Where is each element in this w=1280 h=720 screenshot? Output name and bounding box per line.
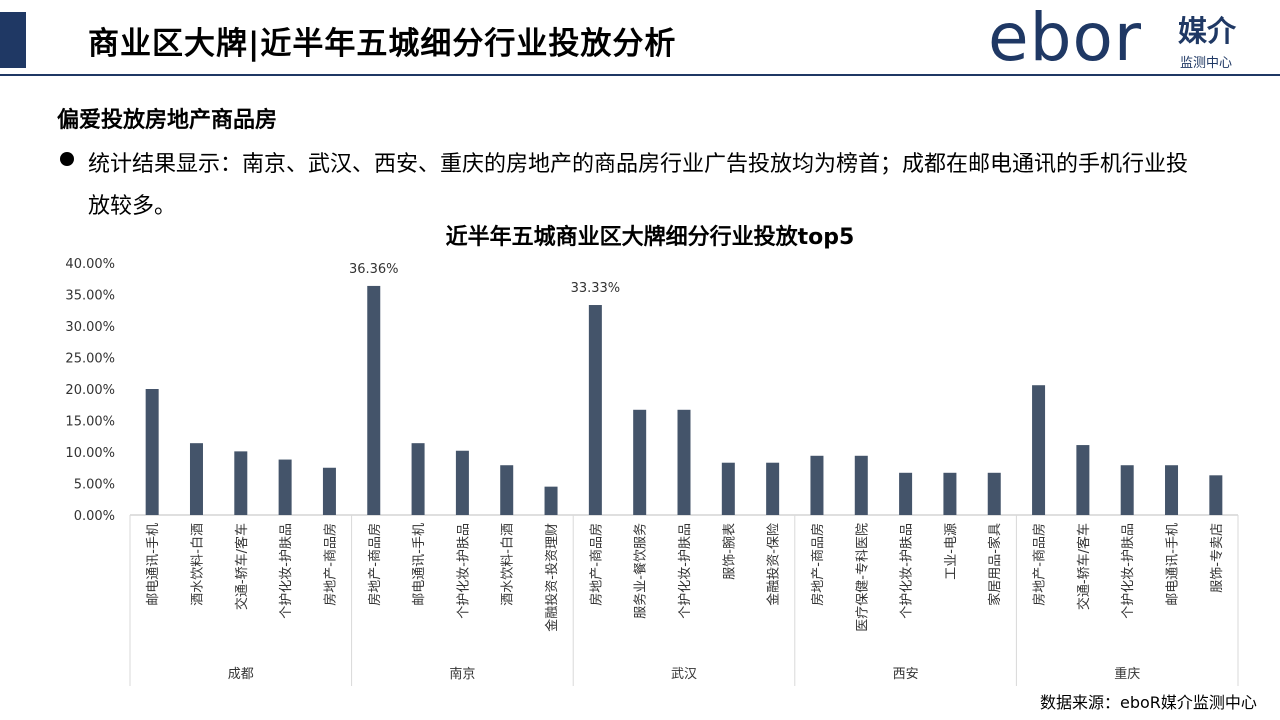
- bar: [278, 459, 292, 515]
- category-label: 金融投资-保险: [766, 523, 782, 606]
- bar: [943, 472, 957, 515]
- bar: [810, 455, 824, 515]
- category-label: 邮电通讯-手机: [412, 523, 427, 606]
- bar: [1165, 465, 1179, 515]
- bar: [544, 486, 558, 515]
- ebor-logo: ebor 媒介 监测中心: [988, 0, 1258, 76]
- bar: [500, 465, 514, 515]
- y-tick-label: 20.00%: [65, 383, 115, 398]
- y-tick-label: 30.00%: [65, 320, 115, 335]
- y-tick-label: 35.00%: [65, 289, 115, 304]
- category-label: 酒水饮料-白酒: [500, 523, 516, 606]
- bar: [899, 472, 913, 515]
- section-title: 偏爱投放房地产商品房: [57, 108, 278, 133]
- category-label: 金融投资-投资理财: [544, 523, 560, 632]
- y-tick-label: 0.00%: [74, 509, 115, 524]
- bar: [234, 451, 248, 515]
- category-label: 工业-电源: [944, 523, 959, 580]
- category-label: 家居用品-家具: [987, 523, 1003, 606]
- category-label: 交通-轿车/客车: [234, 523, 250, 610]
- bullet-icon: [60, 152, 74, 166]
- category-label: 房地产-商品房: [367, 523, 383, 606]
- group-label: 成都: [228, 667, 254, 682]
- header-divider: [0, 74, 1280, 76]
- bar: [588, 305, 602, 515]
- category-label: 个护化妆-护肤品: [456, 523, 471, 619]
- bar: [455, 450, 469, 515]
- category-label: 邮电通讯-手机: [146, 523, 161, 606]
- y-tick-label: 15.00%: [65, 415, 115, 430]
- group-label: 南京: [449, 666, 475, 682]
- category-label: 酒水饮料-白酒: [189, 523, 205, 606]
- logo-subtitle: 监测中心: [1180, 56, 1233, 71]
- y-tick-label: 10.00%: [65, 446, 115, 461]
- category-label: 个护化妆-护肤品: [678, 523, 693, 619]
- bar: [189, 443, 203, 515]
- header-accent-bar: [0, 12, 26, 68]
- bar: [1076, 445, 1090, 515]
- category-label: 房地产-商品房: [810, 523, 826, 606]
- bar: [1120, 465, 1134, 515]
- bar: [677, 409, 691, 515]
- category-label: 个护化妆-护肤品: [1121, 523, 1136, 619]
- category-label: 服务业-餐饮服务: [633, 523, 649, 619]
- bar: [1032, 385, 1046, 515]
- bar: [633, 409, 647, 515]
- y-tick-label: 25.00%: [65, 352, 115, 367]
- category-label: 服饰-专卖店: [1210, 523, 1225, 593]
- bar: [367, 285, 381, 515]
- category-label: 房地产-商品房: [1032, 523, 1048, 606]
- data-label: 36.36%: [349, 262, 399, 277]
- bar: [854, 455, 868, 515]
- category-label: 个护化妆-护肤品: [279, 523, 294, 619]
- group-label: 重庆: [1114, 666, 1140, 682]
- logo-wordmark: ebor: [988, 0, 1143, 76]
- category-label: 房地产-商品房: [588, 523, 604, 606]
- bar: [1209, 475, 1223, 515]
- group-label: 武汉: [671, 667, 697, 682]
- data-source: 数据来源：eboR媒介监测中心: [1040, 693, 1257, 712]
- category-label: 邮电通讯-手机: [1166, 523, 1181, 606]
- bullet-text: 统计结果显示：南京、武汉、西安、重庆的房地产的商品房行业广告投放均为榜首；成都在…: [88, 152, 1189, 219]
- logo-brand: 媒介: [1178, 14, 1237, 48]
- category-label: 个护化妆-护肤品: [900, 523, 915, 619]
- bar: [322, 467, 336, 515]
- page-title: 商业区大牌|近半年五城细分行业投放分析: [88, 26, 677, 62]
- category-label: 服饰-腕表: [721, 523, 737, 580]
- category-label: 医疗保健-专科医院: [855, 523, 870, 632]
- bar: [145, 389, 159, 515]
- bar: [411, 443, 425, 515]
- bar: [987, 472, 1001, 515]
- bar: [766, 462, 780, 515]
- chart-title: 近半年五城商业区大牌细分行业投放top5: [445, 225, 855, 250]
- category-label: 交通-轿车/客车: [1076, 523, 1092, 610]
- bar: [721, 462, 735, 515]
- data-label: 33.33%: [571, 281, 621, 296]
- group-label: 西安: [893, 667, 919, 682]
- category-label: 房地产-商品房: [322, 523, 338, 606]
- y-tick-label: 5.00%: [74, 478, 115, 493]
- y-tick-label: 40.00%: [65, 257, 115, 272]
